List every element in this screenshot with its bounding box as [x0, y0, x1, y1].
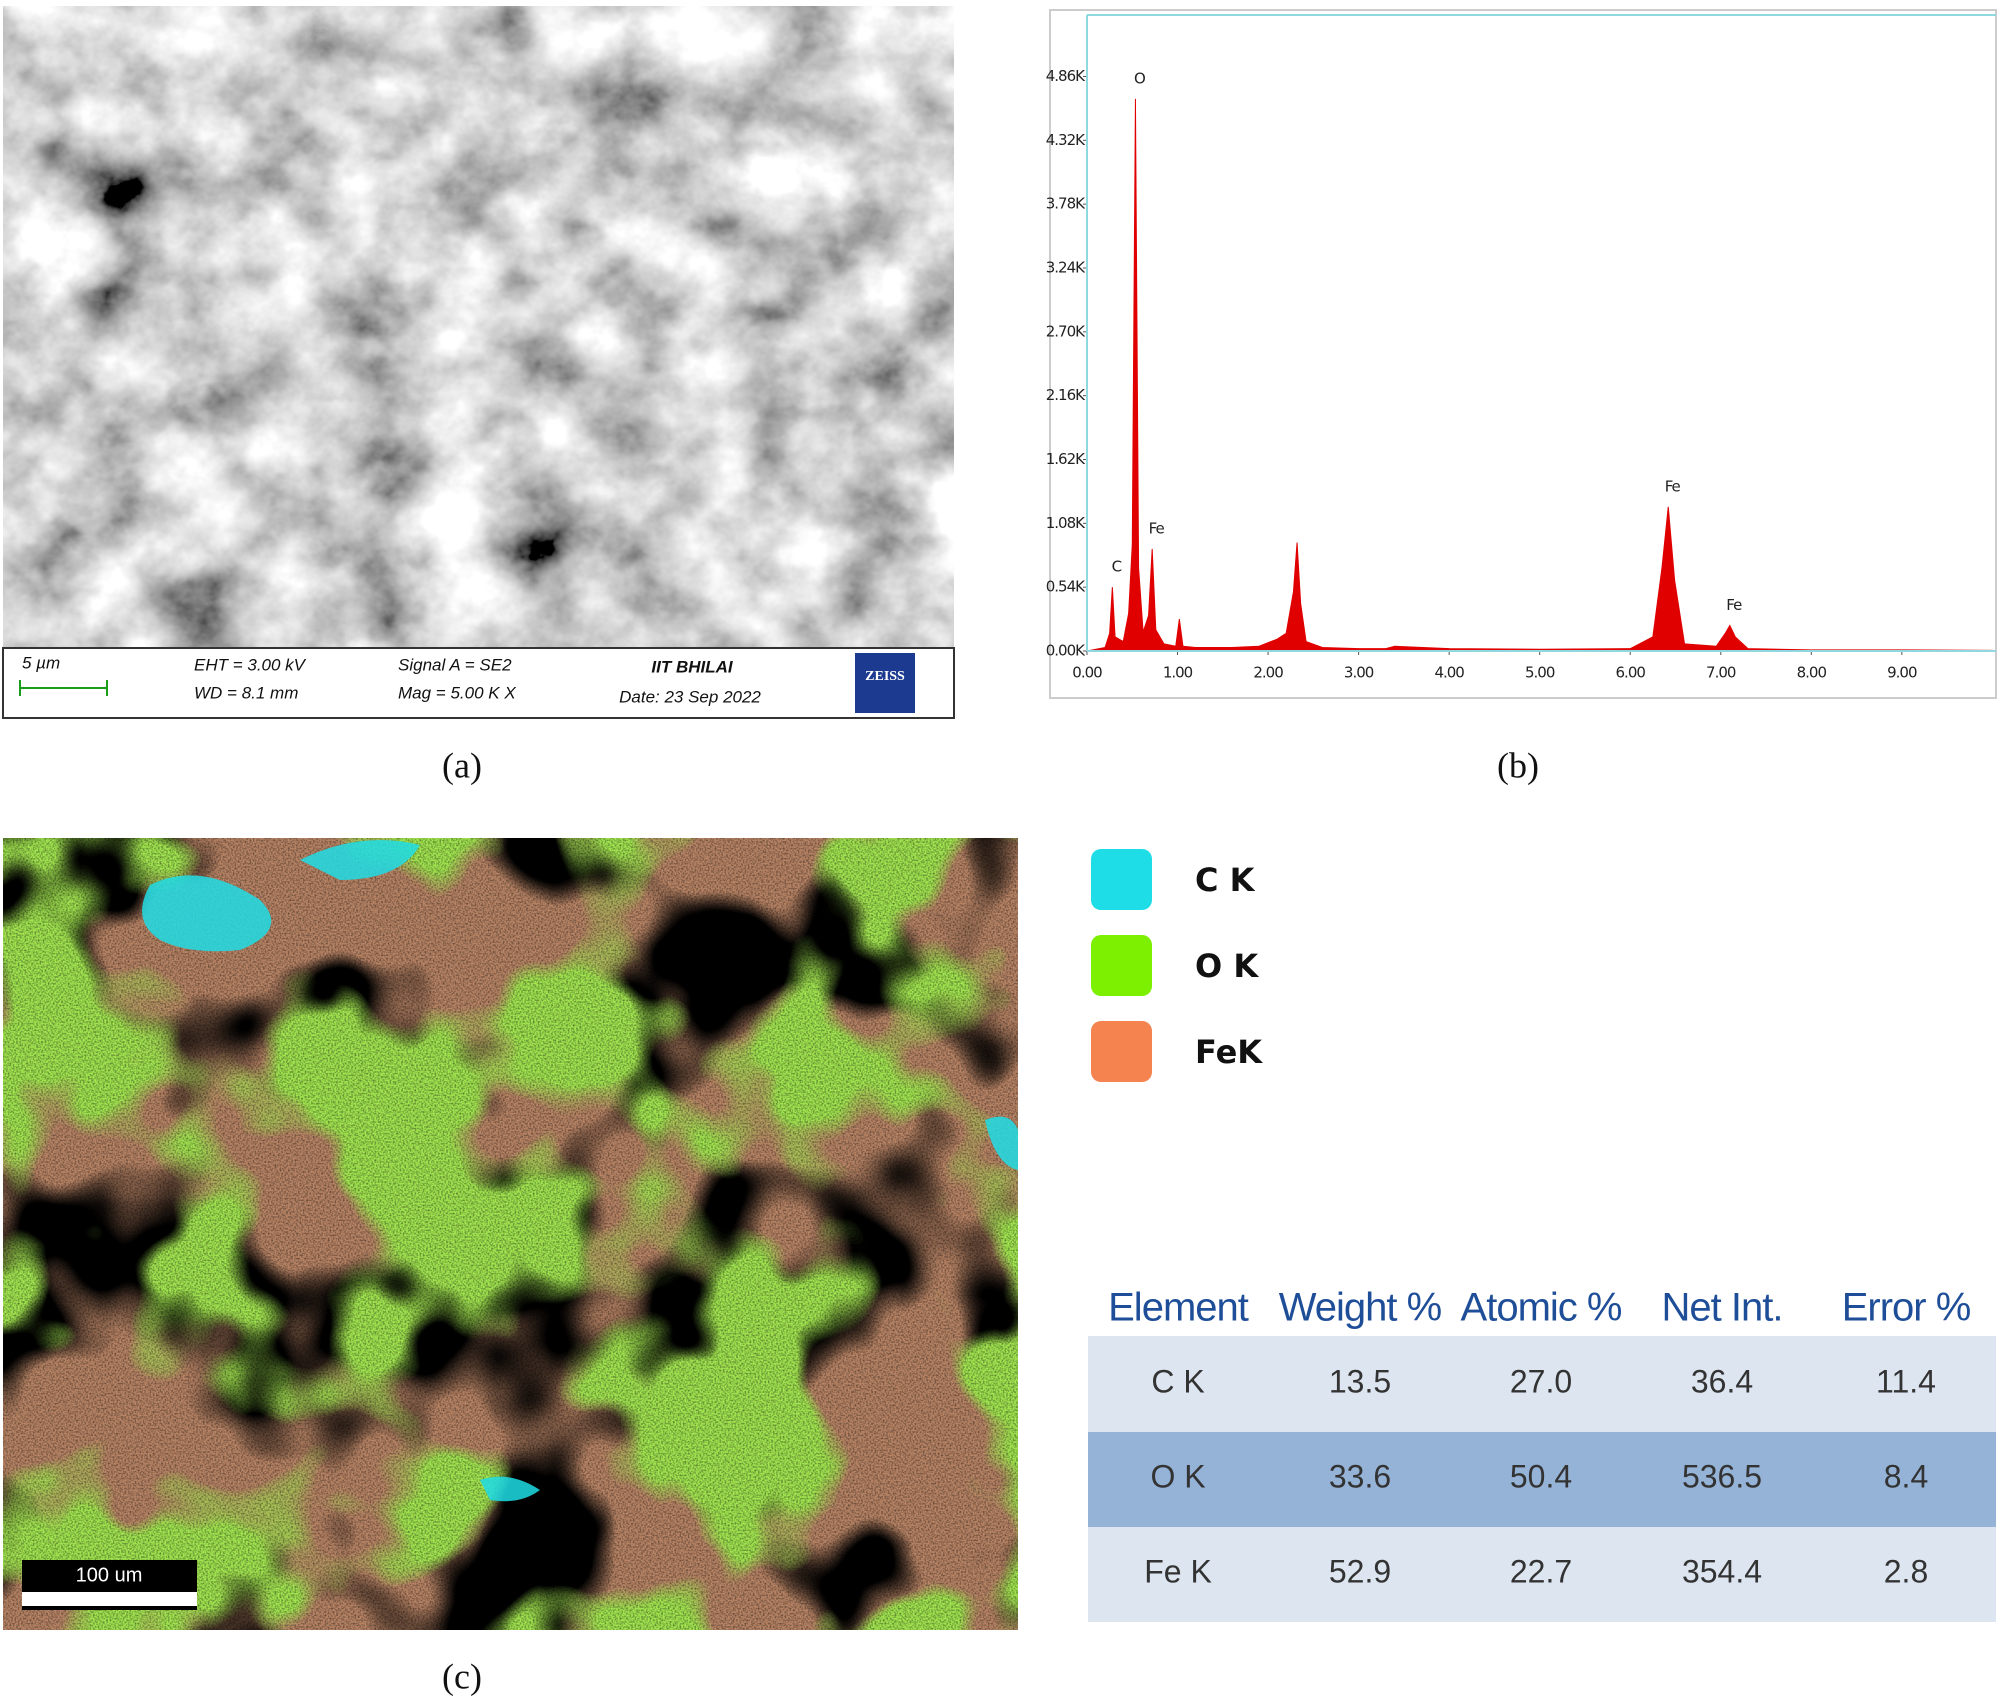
sem-date: Date: 23 Sep 2022 — [619, 687, 761, 706]
x-tick-label: 8.00 — [1797, 664, 1827, 682]
x-tick-label: 4.00 — [1434, 664, 1464, 682]
table-header: Atomic % — [1461, 1286, 1622, 1330]
table-cell: 27.0 — [1510, 1363, 1572, 1399]
sem-scale: 5 µm — [22, 653, 60, 672]
table-cell: 536.5 — [1682, 1458, 1762, 1494]
legend-label: C K — [1195, 861, 1256, 899]
x-tick-label: 1.00 — [1163, 664, 1193, 682]
brand-text: ZEISS — [865, 669, 905, 684]
x-tick-label: 9.00 — [1887, 664, 1917, 682]
sem-wd: WD = 8.1 mm — [194, 683, 298, 702]
element-map: 100 um — [3, 838, 1018, 1630]
table-row-bg — [1088, 1527, 1996, 1622]
sem-eht: EHT = 3.00 kV — [194, 655, 307, 674]
table-row-bg — [1088, 1432, 1996, 1527]
x-tick-label: 3.00 — [1344, 664, 1374, 682]
table-header: Weight % — [1279, 1286, 1442, 1330]
table-cell: 11.4 — [1876, 1363, 1936, 1399]
table-cell: C K — [1151, 1363, 1204, 1399]
peak-label: O — [1134, 69, 1145, 87]
x-tick-label: 5.00 — [1525, 664, 1555, 682]
y-tick-label: 4.86K — [1046, 67, 1086, 85]
sem-texture — [3, 6, 954, 648]
table-cell: 22.7 — [1510, 1553, 1572, 1589]
peak-label: Fe — [1149, 519, 1165, 537]
y-tick-label: 0.54K — [1046, 578, 1086, 596]
x-tick-label: 0.00 — [1072, 664, 1102, 682]
spectrum-frame — [1049, 9, 1997, 699]
table-cell: 33.6 — [1329, 1458, 1391, 1494]
y-tick-label: 3.78K — [1046, 195, 1086, 213]
table-row-bg — [1088, 1336, 1996, 1432]
table-cell: 354.4 — [1682, 1553, 1762, 1589]
y-tick-label: 1.62K — [1046, 450, 1086, 468]
y-tick-label: 3.24K — [1046, 258, 1086, 276]
table-cell: Fe K — [1144, 1553, 1212, 1589]
table-cell: 50.4 — [1510, 1458, 1572, 1494]
y-tick-label: 2.70K — [1046, 322, 1086, 340]
y-tick-label: 4.32K — [1046, 131, 1086, 149]
table-header: Net Int. — [1662, 1286, 1783, 1330]
panel-label: (c) — [442, 1656, 482, 1696]
map-carbon-region — [480, 1476, 540, 1502]
x-tick-label: 7.00 — [1706, 664, 1736, 682]
map-speckle — [3, 838, 1018, 1630]
table-cell: 52.9 — [1329, 1553, 1391, 1589]
sem-institute: IIT BHILAI — [651, 657, 733, 676]
table-cell: 36.4 — [1691, 1363, 1753, 1399]
map-carbon-region — [300, 840, 420, 880]
y-tick-label: 0.00K — [1046, 642, 1086, 660]
table-header: Error % — [1842, 1286, 1971, 1330]
brand-logo — [855, 653, 915, 713]
table-header: Element — [1108, 1286, 1249, 1330]
map-carbon-region — [985, 1116, 1018, 1170]
x-tick-label: 2.00 — [1253, 664, 1283, 682]
table-cell: 8.4 — [1884, 1458, 1928, 1494]
map-carbon-region — [142, 875, 272, 952]
table-cell: 13.5 — [1329, 1363, 1391, 1399]
legend-label: FeK — [1195, 1033, 1263, 1071]
panel-label: (a) — [442, 745, 482, 785]
legend-swatch — [1091, 935, 1152, 996]
spectrum-area — [1086, 98, 1993, 652]
legend-swatch — [1091, 849, 1152, 910]
sem-info-bar — [2, 647, 955, 719]
legend-swatch — [1091, 1021, 1152, 1082]
legend-label: O K — [1195, 947, 1259, 985]
table-cell: 2.8 — [1884, 1553, 1928, 1589]
table-cell: O K — [1150, 1458, 1205, 1494]
map-scale: 100 um — [76, 1564, 143, 1586]
x-tick-label: 6.00 — [1616, 664, 1646, 682]
panel-label: (b) — [1497, 745, 1539, 785]
y-tick-label: 1.08K — [1046, 514, 1086, 532]
peak-label: C — [1112, 558, 1122, 576]
sem-signal: Signal A = SE2 — [398, 655, 512, 674]
map-scale-bar — [22, 1592, 197, 1606]
sem-image: 5 µm EHT = 3.00 kV WD = 8.1 mm Signal A … — [2, 6, 955, 719]
peak-label: Fe — [1665, 477, 1681, 495]
y-tick-label: 2.16K — [1046, 386, 1086, 404]
sem-mag: Mag = 5.00 K X — [398, 683, 516, 702]
peak-label: Fe — [1726, 596, 1742, 614]
